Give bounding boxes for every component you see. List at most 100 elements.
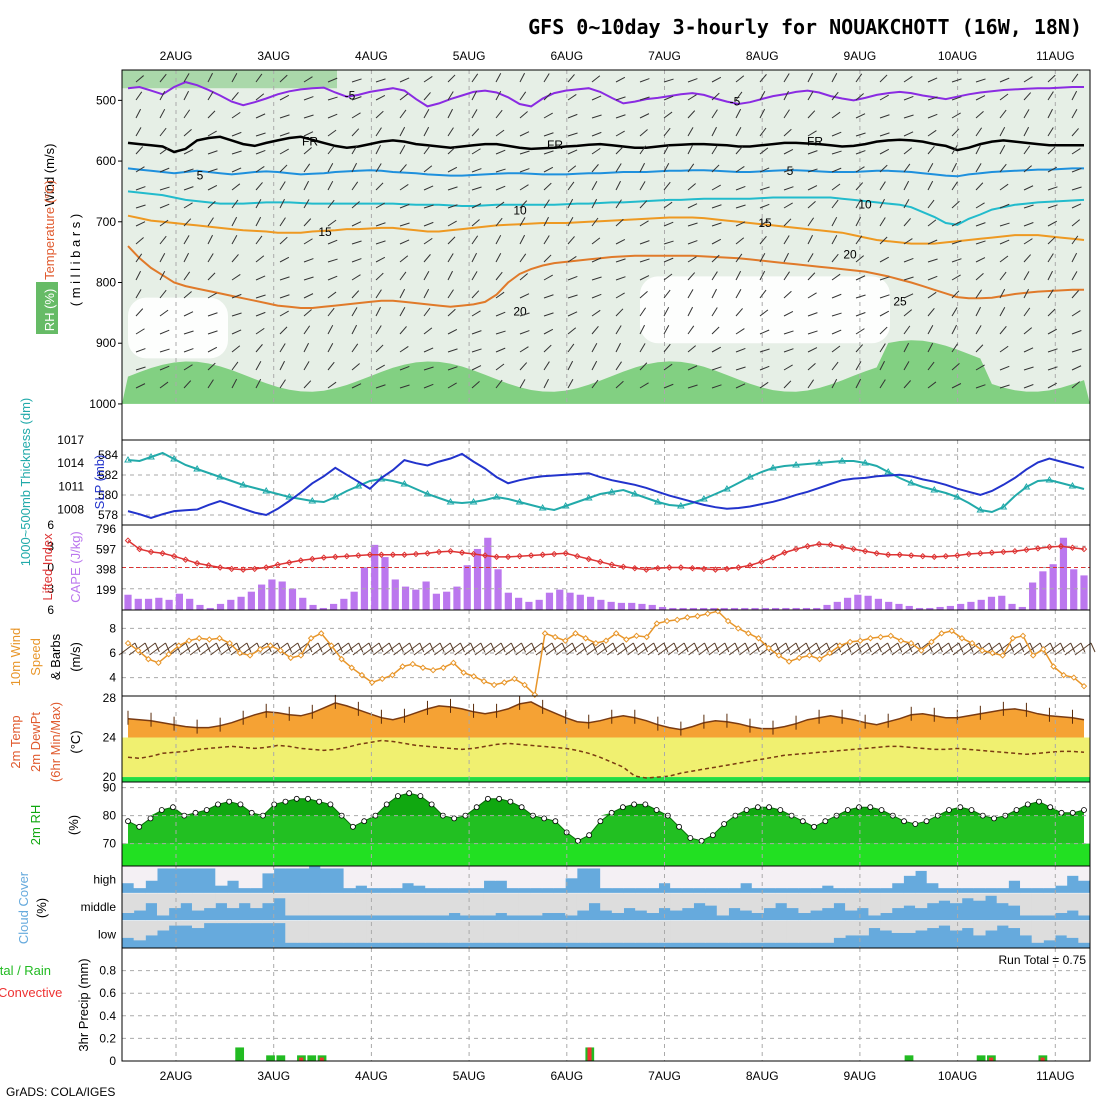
li-marker: [147, 548, 155, 556]
wind-barb: [399, 326, 407, 335]
wind-barb: [975, 384, 986, 389]
cape-bar: [905, 605, 913, 610]
wind-barb: [183, 330, 194, 335]
rh-marker: [293, 795, 300, 802]
wind-barb: [615, 238, 626, 245]
li-marker: [735, 564, 742, 571]
wind-barb: [279, 236, 288, 245]
wind10-marker: [419, 664, 427, 671]
wind-barb: [543, 254, 552, 263]
wind10-barb: [556, 642, 573, 656]
wind-barb: [255, 327, 265, 335]
wind-barb: [399, 164, 407, 173]
cloud-low-cell: [506, 920, 520, 943]
cape-bar: [535, 599, 543, 610]
wind-barb: [687, 256, 697, 263]
wind-barb: [543, 328, 554, 335]
cape-bar: [607, 601, 615, 610]
cape-bar: [813, 607, 821, 610]
wind-barb: [855, 344, 864, 353]
wind-barb: [759, 203, 770, 209]
wind10-barb-flag: [1070, 642, 1076, 653]
rh-marker: [957, 804, 964, 811]
cloud-low-cell: [588, 920, 601, 943]
thickness-marker: [193, 465, 201, 472]
wind-barb: [543, 312, 554, 317]
cloud-high-cell: [635, 866, 648, 889]
li-marker: [366, 551, 374, 558]
cloud-high-cell: [950, 866, 963, 889]
li-marker: [908, 552, 915, 559]
wind-barb: [255, 182, 263, 191]
wind-barb: [303, 131, 314, 137]
thickness-marker: [653, 498, 662, 505]
wind-barb: [303, 147, 312, 155]
wind-barb: [135, 146, 144, 155]
li-marker: [251, 565, 258, 573]
rh-marker: [709, 832, 716, 839]
wind-barb: [327, 239, 338, 245]
wind-barb: [447, 186, 458, 191]
date-tick-label: 9AUG: [844, 49, 877, 63]
wind10-barb-flag: [337, 642, 343, 653]
rh-marker: [215, 801, 221, 808]
cloud-high-cell: [285, 866, 298, 869]
cloud-middle-cell: [285, 893, 298, 916]
li-marker: [493, 553, 500, 561]
thickness-marker: [976, 506, 985, 513]
cloud-middle-cell: [1031, 893, 1044, 916]
thickness-marker: [700, 495, 708, 502]
wind-barb: [711, 288, 717, 299]
date-tick-label: 5AUG: [453, 1069, 486, 1083]
cloud-middle-cell: [821, 893, 834, 909]
wind10-marker: [867, 635, 874, 642]
cloud-low-cell: [833, 920, 846, 938]
wind10-marker: [673, 616, 681, 624]
wind-barb: [255, 216, 262, 227]
wind-barb: [951, 383, 962, 389]
wind-barb: [735, 366, 746, 371]
wind-barb: [327, 324, 334, 335]
wind10-barb-flag: [154, 642, 160, 653]
wind-barb: [711, 254, 720, 263]
cloud-high-cell: [565, 866, 578, 879]
rh-marker: [395, 793, 401, 799]
wind-barb: [183, 380, 192, 389]
li-marker: [815, 540, 823, 548]
cloud-low-cell: [168, 920, 181, 926]
wind10-marker: [1019, 632, 1027, 640]
wind-barb: [1047, 328, 1058, 335]
wind-barb: [951, 128, 960, 137]
wind10-marker: [968, 639, 976, 647]
wind-barb: [615, 276, 626, 281]
wind10-marker: [938, 630, 945, 637]
wind-barb: [1071, 128, 1079, 137]
wind10-barb-flag: [480, 642, 486, 653]
rh-marker: [147, 815, 154, 822]
rh-marker: [518, 804, 525, 811]
wind-barb: [783, 90, 789, 101]
li-marker: [447, 548, 454, 555]
cape-bar: [443, 591, 451, 610]
wind-barb: [903, 131, 914, 137]
rh-marker: [473, 804, 480, 811]
li-marker: [332, 553, 339, 561]
wind-barb: [1023, 307, 1031, 317]
wind-barb: [279, 74, 288, 83]
wind-barb: [711, 346, 721, 353]
cape-bar: [638, 603, 646, 610]
wind-barb: [543, 235, 550, 245]
wind-barb: [1071, 167, 1082, 173]
cape-bar: [700, 607, 708, 610]
wind10-barb: [372, 642, 390, 656]
rh-marker: [181, 812, 188, 819]
wind10-barb-flag: [185, 642, 191, 653]
wind-barb: [351, 307, 358, 317]
cloud-low-cell: [728, 920, 741, 943]
wind10-barb-flag: [775, 642, 781, 653]
wind-barb: [855, 216, 862, 227]
rh-marker: [597, 818, 604, 825]
wind-barb: [1071, 73, 1079, 83]
wind-barb: [327, 180, 334, 191]
